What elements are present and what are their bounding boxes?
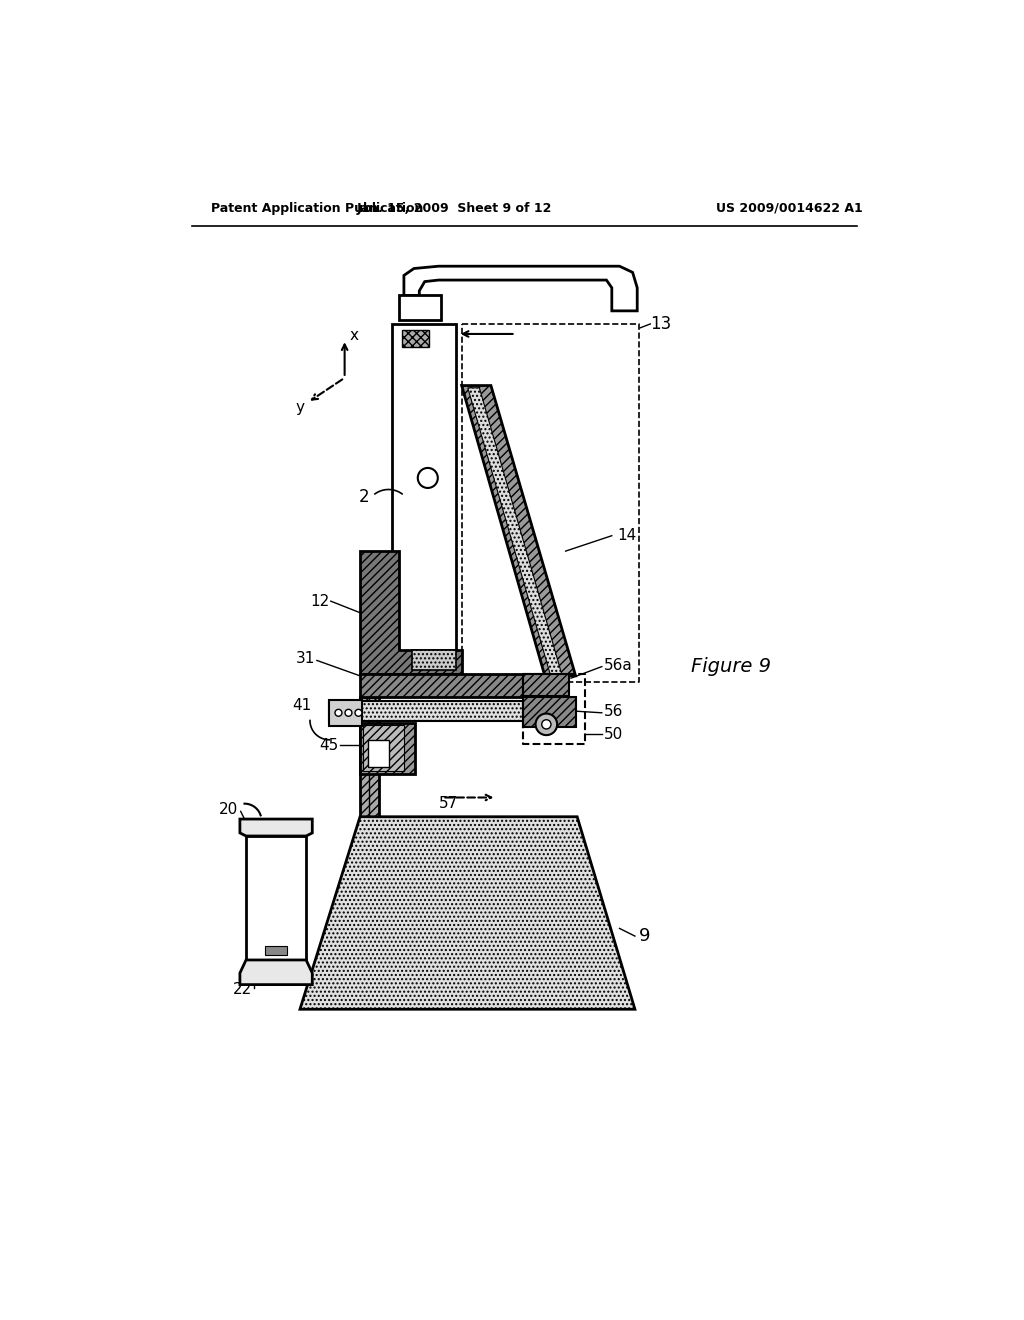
Text: 45: 45: [319, 738, 339, 752]
Text: Patent Application Publication: Patent Application Publication: [211, 202, 424, 215]
Text: 56: 56: [604, 704, 624, 719]
Text: 14: 14: [617, 528, 637, 544]
Bar: [401, 330, 429, 347]
Circle shape: [345, 709, 352, 717]
Polygon shape: [360, 552, 462, 675]
Bar: [246, 836, 306, 961]
Bar: [265, 946, 287, 956]
Circle shape: [355, 709, 361, 717]
Text: 13: 13: [650, 315, 672, 333]
Circle shape: [335, 709, 342, 717]
Bar: [398, 296, 441, 321]
Text: y: y: [296, 400, 304, 414]
Text: 12: 12: [310, 594, 330, 609]
Circle shape: [542, 719, 551, 729]
Bar: [523, 697, 575, 726]
Bar: [523, 675, 569, 696]
Polygon shape: [240, 960, 312, 985]
Text: 20: 20: [219, 801, 239, 817]
Text: 31: 31: [296, 651, 315, 667]
Text: 22: 22: [233, 982, 252, 998]
Text: Figure 9: Figure 9: [691, 657, 771, 676]
Bar: [412, 649, 457, 669]
Polygon shape: [403, 267, 637, 312]
Circle shape: [536, 714, 557, 735]
Text: 50: 50: [604, 727, 624, 742]
Text: 9: 9: [639, 927, 650, 945]
Text: US 2009/0014622 A1: US 2009/0014622 A1: [716, 202, 862, 215]
Bar: [360, 697, 379, 821]
Text: 56a: 56a: [604, 657, 633, 673]
Circle shape: [418, 469, 438, 488]
Polygon shape: [468, 388, 562, 675]
Bar: [368, 739, 389, 767]
Text: 57: 57: [438, 796, 458, 812]
Text: Jan. 15, 2009  Sheet 9 of 12: Jan. 15, 2009 Sheet 9 of 12: [356, 202, 552, 215]
Polygon shape: [300, 817, 635, 1010]
Polygon shape: [330, 701, 543, 721]
Polygon shape: [360, 723, 416, 775]
Polygon shape: [240, 818, 312, 836]
Bar: [330, 700, 361, 726]
Text: 2: 2: [358, 488, 370, 506]
Polygon shape: [360, 675, 523, 697]
Text: x: x: [349, 327, 358, 343]
Polygon shape: [462, 385, 575, 676]
Polygon shape: [364, 725, 403, 771]
Text: 41: 41: [292, 697, 311, 713]
Bar: [392, 323, 456, 671]
